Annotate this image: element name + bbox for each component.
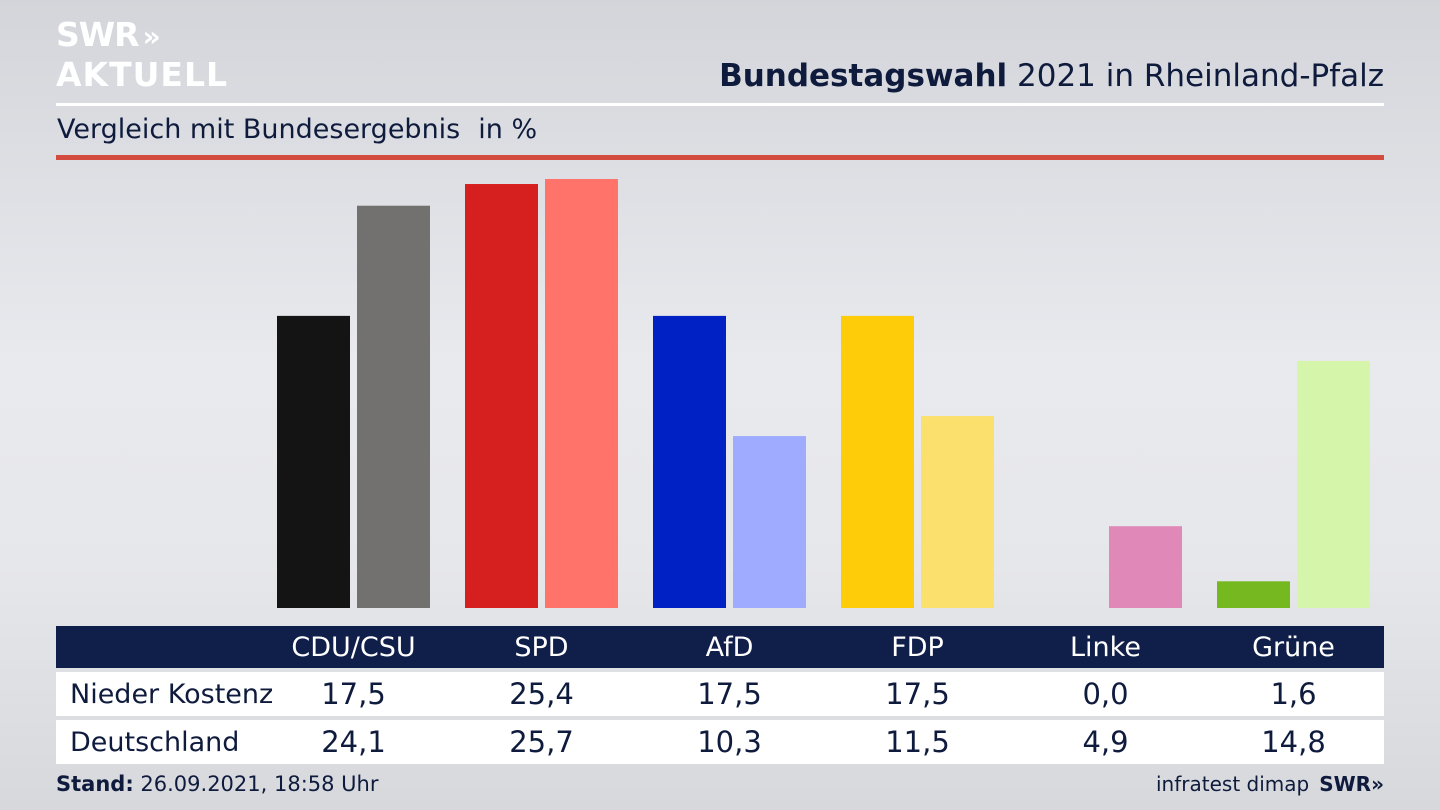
column-header: CDU/CSU <box>291 631 416 663</box>
table-cell: 11,5 <box>885 725 950 759</box>
table-cell: 1,6 <box>1270 677 1317 711</box>
title-bold: Bundestagswahl <box>719 58 1008 94</box>
bar-spd-local <box>465 184 538 608</box>
bar-chart <box>277 179 1370 608</box>
table-cell: 0,0 <box>1082 677 1129 711</box>
table-cell: 4,9 <box>1082 725 1129 759</box>
swr-aktuell-logo: SWR» AKTUELL <box>56 18 228 92</box>
bar-gr-ne-local <box>1217 581 1290 608</box>
stand-value: 26.09.2021, 18:58 Uhr <box>133 772 379 796</box>
stand-label: Stand: <box>56 772 134 796</box>
subtitle-unit: in % <box>478 114 538 145</box>
bar-afd-national <box>733 436 806 608</box>
table-cell: 24,1 <box>321 725 386 759</box>
swr-footer-logo: SWR» <box>1319 772 1384 796</box>
table-row: Nieder Kostenz 17,5 25,4 17,5 17,5 0,0 1,6 <box>56 672 1384 716</box>
table-cell: 17,5 <box>321 677 386 711</box>
header-divider <box>56 103 1384 106</box>
table-cell: 17,5 <box>885 677 950 711</box>
bar-cdu-csu-national <box>357 205 430 608</box>
column-header: Linke <box>1070 631 1141 663</box>
table-row: Deutschland 24,1 25,7 10,3 11,5 4,9 14,8 <box>56 720 1384 764</box>
bar-spd-national <box>545 179 618 608</box>
column-header: AfD <box>705 631 754 663</box>
table-header-row: CDU/CSU SPD AfD FDP Linke Grüne <box>56 626 1384 668</box>
column-header: SPD <box>514 631 569 663</box>
source-text: infratest dimap <box>1156 772 1310 796</box>
column-header: FDP <box>891 631 944 663</box>
results-table: CDU/CSU SPD AfD FDP Linke Grüne Nieder Kosten… <box>56 626 1384 764</box>
table-cell: 25,7 <box>509 725 574 759</box>
logo-line1: SWR <box>56 15 140 54</box>
bar-gr-ne-national <box>1297 360 1370 608</box>
bar-afd-local <box>653 315 726 608</box>
bar-cdu-csu-local <box>277 315 350 608</box>
source-credit: infratest dimap SWR» <box>1156 772 1384 796</box>
accent-divider <box>56 155 1384 160</box>
row-label: Nieder Kostenz <box>70 678 274 710</box>
bar-fdp-national <box>921 416 994 608</box>
table-cell: 25,4 <box>509 677 574 711</box>
table-cell: 10,3 <box>697 725 762 759</box>
row-label: Deutschland <box>70 726 240 758</box>
logo-line2: AKTUELL <box>56 55 229 94</box>
chart-subtitle: Vergleich mit Bundesergebnis in % <box>57 114 537 145</box>
table-cell: 14,8 <box>1261 725 1326 759</box>
bar-fdp-local <box>841 315 914 608</box>
subtitle-text: Vergleich mit Bundesergebnis <box>57 114 461 145</box>
column-header: Grüne <box>1252 631 1335 663</box>
title-rest: 2021 in Rheinland-Pfalz <box>1007 58 1384 94</box>
table-cell: 17,5 <box>697 677 762 711</box>
timestamp: Stand: 26.09.2021, 18:58 Uhr <box>56 772 379 796</box>
bar-linke-national <box>1109 526 1182 608</box>
page-title: Bundestagswahl 2021 in Rheinland-Pfalz <box>719 58 1384 94</box>
